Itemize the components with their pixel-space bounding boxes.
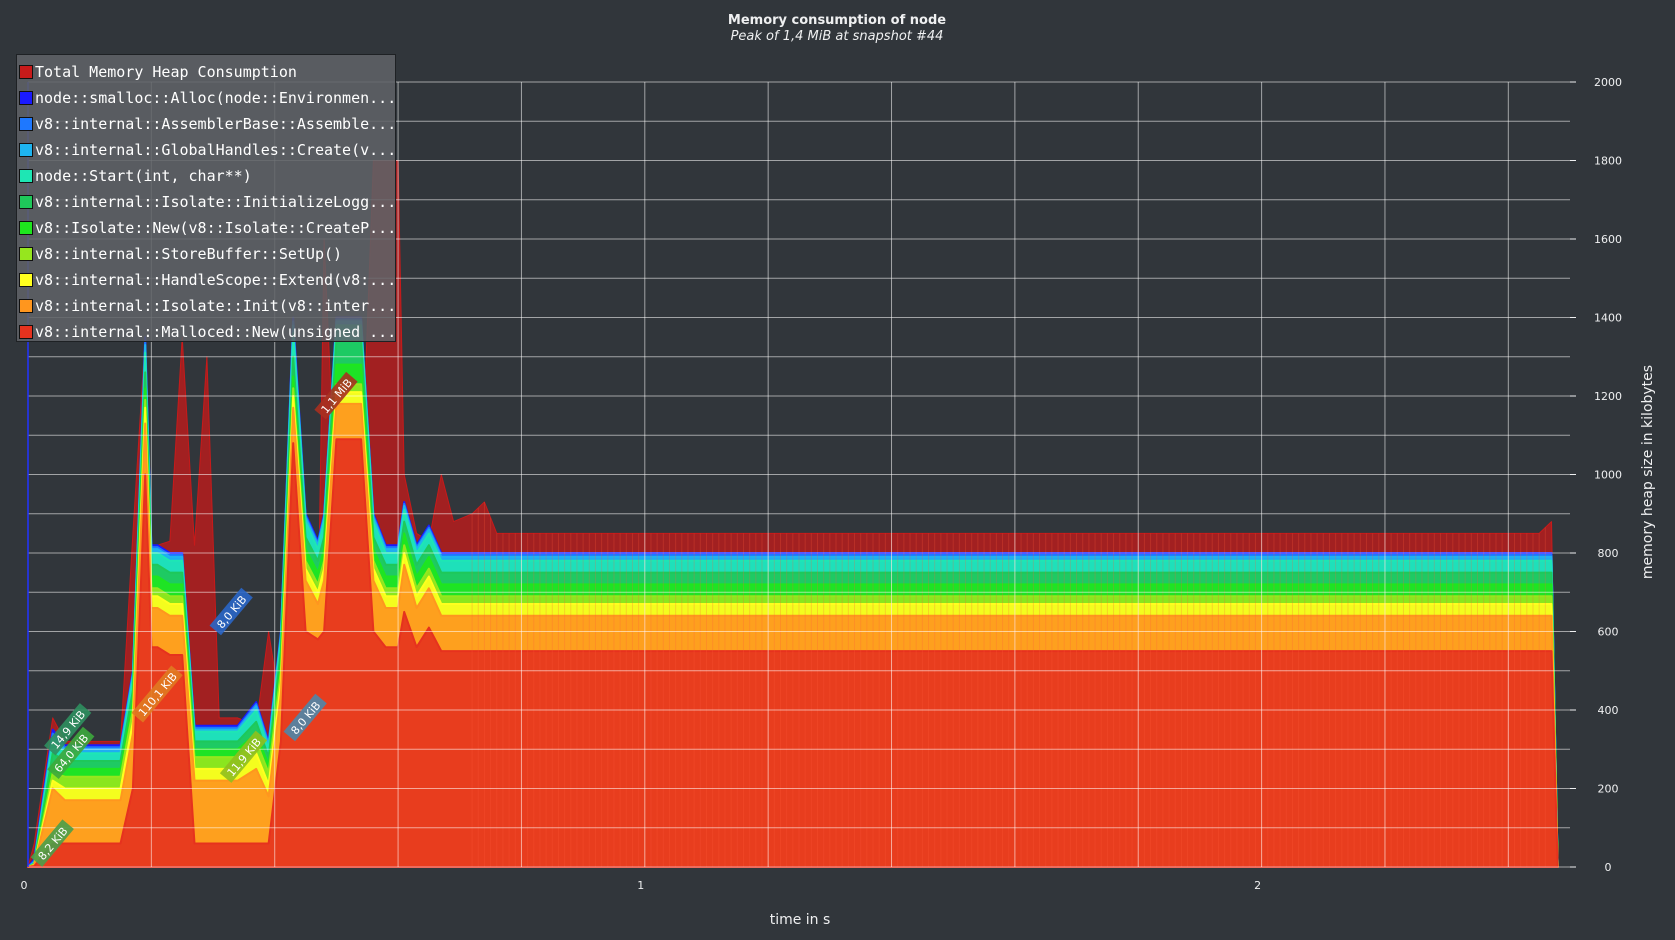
legend-item: v8::internal::HandleScope::Extend(v8:... xyxy=(17,267,395,293)
legend-label: Total Memory Heap Consumption xyxy=(35,63,297,81)
legend-item: v8::internal::Isolate::InitializeLogg... xyxy=(17,189,395,215)
y-tick-label: 2000 xyxy=(1594,76,1622,89)
legend-label: node::Start(int, char**) xyxy=(35,167,252,185)
y-tick-label: 1000 xyxy=(1594,469,1622,482)
legend-label: node::smalloc::Alloc(node::Environmen... xyxy=(35,89,395,107)
legend-label: v8::internal::Isolate::Init(v8::inter... xyxy=(35,297,395,315)
legend-label: v8::Isolate::New(v8::Isolate::CreateP... xyxy=(35,219,395,237)
annotation-bg xyxy=(219,730,268,783)
legend-item: v8::internal::GlobalHandles::Create(v... xyxy=(17,137,395,163)
legend-item: node::Start(int, char**) xyxy=(17,163,395,189)
chart-subtitle: Peak of 1,4 MiB at snapshot #44 xyxy=(731,29,944,44)
annotation-bg xyxy=(30,819,74,867)
legend-item: v8::internal::AssemblerBase::Assemble... xyxy=(17,111,395,137)
legend-label: v8::internal::Isolate::InitializeLogg... xyxy=(35,193,395,211)
legend-swatch xyxy=(19,117,33,131)
legend-swatch xyxy=(19,143,33,157)
snapshot-lines xyxy=(471,501,1546,867)
legend-item: Total Memory Heap Consumption xyxy=(17,59,395,85)
axis-ticks: 0 200 400 600 800 1000 1200 1400 1600 1800 2000 0 1 2 xyxy=(21,76,1623,892)
y-tick-label: 200 xyxy=(1598,783,1619,796)
legend-label: v8::internal::StoreBuffer::SetUp() xyxy=(35,245,343,263)
y-tick-label: 1400 xyxy=(1594,312,1622,325)
y-tick-label: 800 xyxy=(1598,547,1619,560)
legend-swatch xyxy=(19,221,33,235)
legend-swatch xyxy=(19,247,33,261)
y-tick-label: 1600 xyxy=(1594,233,1622,246)
y-tick-label: 0 xyxy=(1605,861,1612,874)
legend-item: v8::internal::StoreBuffer::SetUp() xyxy=(17,241,395,267)
legend-swatch xyxy=(19,169,33,183)
legend-label: v8::internal::HandleScope::Extend(v8:... xyxy=(35,271,395,289)
legend-item: node::smalloc::Alloc(node::Environmen... xyxy=(17,85,395,111)
legend-label: v8::internal::GlobalHandles::Create(v... xyxy=(35,141,395,159)
y-tick-label: 400 xyxy=(1598,704,1619,717)
x-tick-label: 1 xyxy=(637,879,644,892)
annotation-bg xyxy=(283,693,327,742)
x-tick-label: 2 xyxy=(1254,879,1261,892)
annotation-bg xyxy=(131,665,183,723)
legend-item: v8::Isolate::New(v8::Isolate::CreateP... xyxy=(17,215,395,241)
legend-swatch xyxy=(19,195,33,209)
y-axis-label: memory heap size in kilobytes xyxy=(1640,365,1656,579)
annotation-bg xyxy=(47,726,95,779)
legend-swatch xyxy=(19,299,33,313)
y-tick-label: 600 xyxy=(1598,626,1619,639)
annotation-bg xyxy=(314,371,358,420)
chart-title: Memory consumption of node xyxy=(728,13,946,28)
y-tick-label: 1800 xyxy=(1594,155,1622,168)
legend-swatch xyxy=(19,325,33,339)
legend-swatch xyxy=(19,65,33,79)
legend-item: v8::internal::Malloced::New(unsigned ... xyxy=(17,319,395,345)
legend-label: v8::internal::Malloced::New(unsigned ... xyxy=(35,323,395,341)
x-axis-label: time in s xyxy=(770,912,831,928)
legend-item: v8::internal::Isolate::Init(v8::inter... xyxy=(17,293,395,319)
legend-swatch xyxy=(19,273,33,287)
annotation-label: 8,0 KiB xyxy=(214,593,249,631)
annotation-bg xyxy=(44,703,92,756)
legend-label: v8::internal::AssemblerBase::Assemble... xyxy=(35,115,395,133)
y-tick-label: 1200 xyxy=(1594,390,1622,403)
legend-swatch xyxy=(19,91,33,105)
x-tick-label: 0 xyxy=(21,879,28,892)
annotation-bg xyxy=(209,587,253,636)
